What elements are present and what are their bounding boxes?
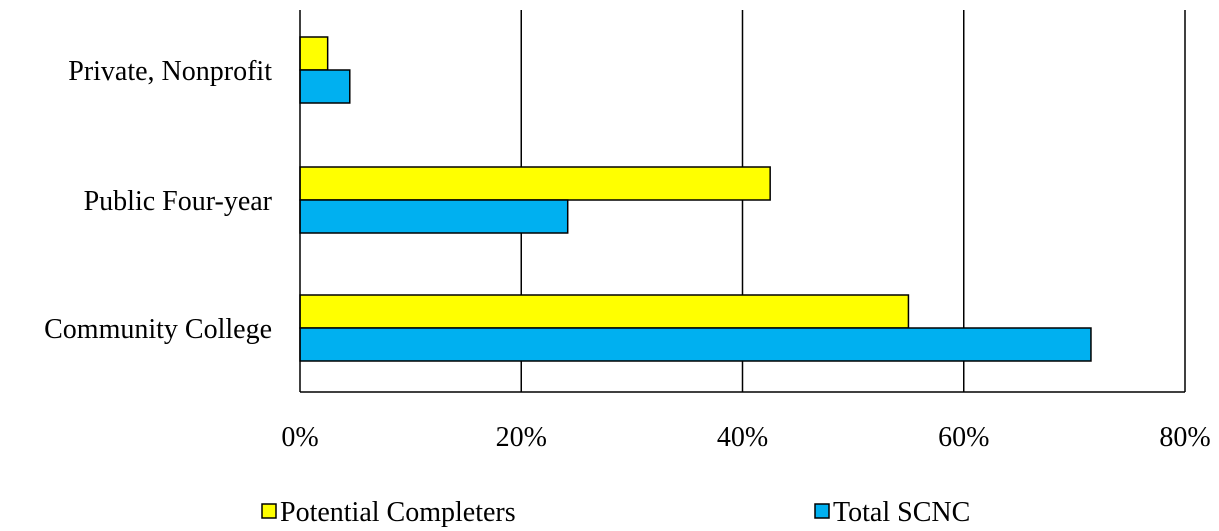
x-tick-label: 40%: [717, 422, 768, 453]
x-tick-label: 20%: [496, 422, 547, 453]
x-tick-label: 0%: [281, 422, 318, 453]
bars: [299, 36, 1092, 362]
legend-label-total-scnc: Total SCNC: [833, 497, 970, 528]
legend-swatch-potential-completers: [261, 503, 277, 519]
legend: Potential Completers Total SCNC: [261, 497, 970, 528]
bar-total-scnc: [299, 199, 569, 234]
x-tick-labels: 0% 20% 40% 60% 80%: [281, 422, 1210, 453]
category-labels: Private, Nonprofit Public Four-year Commun…: [44, 56, 273, 345]
bar-total-scnc: [299, 327, 1092, 362]
legend-label-potential-completers: Potential Completers: [280, 497, 516, 528]
x-tick-label: 80%: [1159, 422, 1210, 453]
bar-potential-completers: [299, 36, 329, 71]
bar-potential-completers: [299, 166, 771, 201]
category-label: Community College: [44, 314, 272, 345]
category-label: Private, Nonprofit: [68, 56, 272, 87]
axes: [299, 10, 1185, 393]
legend-swatch-total-scnc: [814, 503, 830, 519]
bar-potential-completers: [299, 294, 910, 329]
bar-total-scnc: [299, 69, 351, 104]
category-label: Public Four-year: [84, 186, 273, 217]
x-tick-label: 60%: [938, 422, 989, 453]
